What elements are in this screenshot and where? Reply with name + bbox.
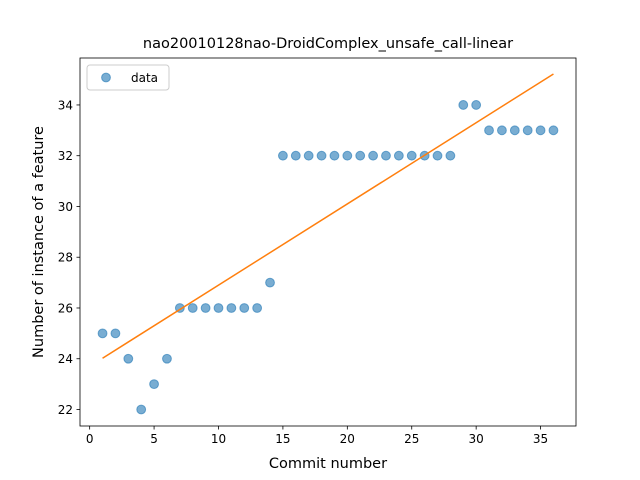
data-point [471, 100, 482, 110]
y-tick-label: 34 [58, 98, 73, 112]
chart-title: nao20010128nao-DroidComplex_unsafe_call-… [143, 36, 513, 52]
legend-label: data [131, 71, 158, 85]
data-point [252, 303, 263, 313]
data-point [393, 150, 404, 161]
x-tick-label: 30 [469, 432, 484, 446]
axes-frame [79, 57, 577, 427]
data-point [123, 353, 134, 364]
fit-line [102, 73, 554, 359]
data-point [548, 125, 559, 136]
x-tick-label: 5 [150, 432, 158, 446]
data-point [432, 150, 443, 161]
data-point [497, 125, 507, 136]
data-point [522, 125, 533, 136]
data-point [200, 303, 211, 313]
data-point [535, 125, 546, 136]
plot-area: 0 5 10 15 20 25 30 35 22 24 26 28 30 32 34 [58, 57, 577, 446]
data-point [303, 150, 314, 161]
data-point [213, 303, 224, 313]
data-point [110, 328, 121, 339]
data-point [97, 328, 108, 339]
data-point [316, 150, 327, 161]
data-point [509, 125, 520, 136]
data-point [149, 379, 159, 390]
x-tick-label: 10 [211, 432, 226, 446]
data-point [329, 150, 340, 161]
y-tick-label: 26 [58, 301, 73, 315]
y-tick-label: 24 [58, 352, 73, 366]
x-tick-label: 20 [340, 432, 355, 446]
data-point [187, 303, 198, 313]
legend-box [86, 64, 170, 91]
x-tick-label: 25 [404, 432, 419, 446]
data-point [381, 150, 391, 161]
data-point [290, 150, 301, 161]
data-point [406, 150, 417, 161]
data-point [136, 404, 147, 415]
x-axis-label: Commit number [269, 456, 387, 472]
data-point [484, 125, 494, 136]
y-tick-label: 32 [58, 149, 73, 163]
data-point [278, 150, 288, 161]
legend-marker [101, 72, 111, 83]
data-point [239, 303, 250, 313]
data-point [355, 150, 366, 161]
y-axis-label: Number of instance of a feature [31, 126, 47, 358]
data-point [162, 353, 172, 364]
data-point [458, 100, 469, 110]
data-point [342, 150, 353, 161]
data-point [368, 150, 378, 161]
data-point [226, 303, 237, 313]
data-point [265, 277, 275, 288]
x-tick-label: 15 [275, 432, 290, 446]
y-tick-label: 22 [58, 403, 73, 417]
y-tick-label: 30 [58, 200, 73, 214]
data-point [445, 150, 456, 161]
legend: data [86, 64, 170, 91]
x-tick-label: 0 [86, 432, 94, 446]
y-tick-label: 28 [58, 251, 73, 265]
x-tick-label: 35 [533, 432, 548, 446]
